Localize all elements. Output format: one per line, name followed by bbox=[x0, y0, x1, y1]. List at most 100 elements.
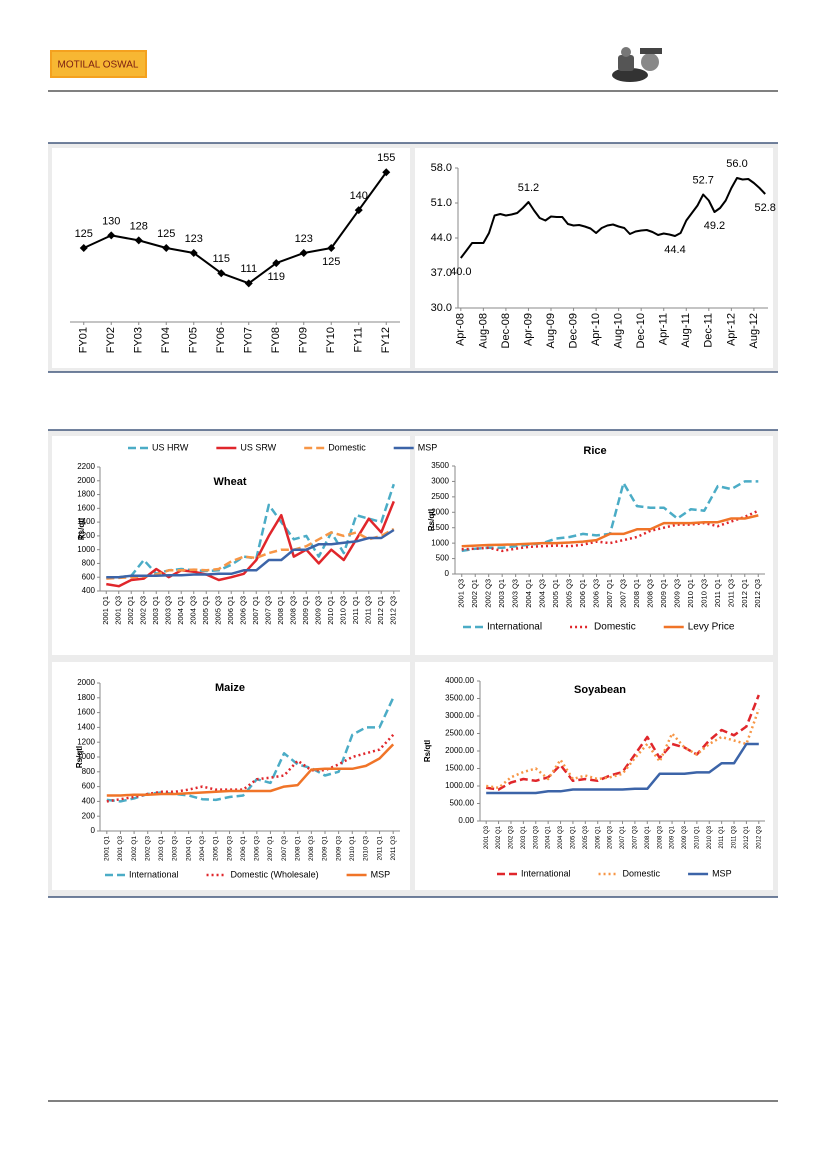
x-tick-label: Aug-11 bbox=[680, 313, 692, 348]
marker bbox=[299, 249, 308, 258]
series-line bbox=[486, 694, 760, 791]
x-tick-label: Apr-11 bbox=[658, 313, 670, 345]
series-line bbox=[461, 509, 759, 553]
x-tick-label: Dec-09 bbox=[567, 313, 579, 348]
data-label: 51.2 bbox=[518, 182, 539, 194]
y-tick-label: 800 bbox=[82, 767, 96, 776]
legend-label: Levy Price bbox=[688, 622, 735, 633]
panel bbox=[52, 662, 410, 890]
legend-label: Domestic (Wholesale) bbox=[231, 869, 319, 879]
legend-label: International bbox=[521, 868, 571, 878]
x-tick-label: 2012 Q1 bbox=[744, 825, 750, 849]
series-line bbox=[106, 733, 395, 803]
x-tick-label: FY10 bbox=[325, 327, 337, 353]
x-tick-label: 2005 Q1 bbox=[571, 825, 577, 849]
y-tick-label: 1000 bbox=[77, 545, 95, 554]
data-label: 125 bbox=[75, 228, 93, 240]
data-label: 56.0 bbox=[726, 158, 747, 170]
x-tick-label: 2006 Q1 bbox=[578, 579, 587, 608]
y-tick-label: 1400 bbox=[77, 517, 95, 526]
chart-title: Rice bbox=[583, 445, 606, 457]
y-tick-label: 1200 bbox=[77, 737, 95, 746]
x-tick-label: 2001 Q3 bbox=[484, 825, 490, 849]
x-tick-label: 2008 Q1 bbox=[632, 579, 641, 608]
legend-label: Domestic bbox=[594, 622, 636, 633]
y-tick-label: 1800 bbox=[77, 490, 95, 499]
y-tick-label: 1500.00 bbox=[445, 764, 474, 773]
series-line bbox=[106, 528, 395, 579]
marker bbox=[134, 236, 143, 245]
legend-label: International bbox=[129, 869, 179, 879]
data-label: 111 bbox=[240, 263, 257, 275]
y-tick-label: 2000 bbox=[77, 476, 95, 485]
x-tick-label: 2002 Q1 bbox=[470, 579, 479, 608]
panel bbox=[415, 662, 773, 890]
x-tick-label: 2008 Q1 bbox=[645, 825, 651, 849]
x-tick-label: 2010 Q3 bbox=[707, 825, 713, 849]
x-tick-label: 2008 Q1 bbox=[276, 596, 285, 625]
marker bbox=[354, 206, 363, 215]
x-tick-label: 2007 Q3 bbox=[632, 825, 638, 849]
x-tick-label: 2002 Q3 bbox=[139, 596, 148, 625]
y-axis-label: Rs/qtl bbox=[77, 518, 86, 540]
x-tick-label: Dec-10 bbox=[635, 313, 647, 348]
x-tick-label: 2003 Q3 bbox=[533, 825, 539, 849]
legend-label: US SRW bbox=[240, 442, 276, 452]
data-label: 115 bbox=[212, 253, 230, 265]
data-label: 140 bbox=[350, 190, 368, 202]
y-tick-label: 1000.00 bbox=[445, 781, 474, 790]
logo-inner bbox=[52, 52, 145, 76]
x-tick-label: 2005 Q1 bbox=[551, 579, 560, 608]
x-tick-label: FY05 bbox=[188, 327, 200, 353]
x-tick-label: 2005 Q3 bbox=[214, 596, 223, 625]
y-tick-label: 3500 bbox=[431, 461, 449, 470]
y-tick-label: 30.0 bbox=[431, 302, 452, 314]
y-tick-label: 2000.00 bbox=[445, 746, 474, 755]
x-tick-label: 2010 Q3 bbox=[339, 596, 348, 625]
x-tick-label: 2009 Q3 bbox=[314, 596, 323, 625]
x-tick-label: 2010 Q1 bbox=[349, 836, 356, 861]
data-label: 52.8 bbox=[754, 202, 775, 214]
marker bbox=[162, 243, 171, 252]
marker bbox=[382, 168, 391, 177]
x-tick-label: 2009 Q3 bbox=[682, 825, 688, 849]
x-tick-label: 2001 Q1 bbox=[104, 836, 111, 861]
y-tick-label: 600 bbox=[82, 782, 96, 791]
x-tick-label: 2011 Q3 bbox=[390, 836, 397, 861]
x-tick-label: 2008 Q3 bbox=[289, 596, 298, 625]
x-tick-label: 2004 Q3 bbox=[558, 825, 564, 849]
y-tick-label: 400 bbox=[82, 797, 96, 806]
x-tick-label: 2002 Q3 bbox=[144, 836, 151, 861]
y-tick-label: 200 bbox=[82, 811, 96, 820]
x-tick-label: 2007 Q3 bbox=[281, 836, 288, 861]
data-label: 119 bbox=[267, 271, 285, 283]
x-tick-label: 2011 Q1 bbox=[713, 579, 722, 607]
data-label: 155 bbox=[377, 152, 395, 164]
x-tick-label: 2010 Q1 bbox=[686, 579, 695, 608]
x-tick-label: 2011 Q3 bbox=[732, 825, 738, 848]
x-tick-label: 2004 Q3 bbox=[189, 596, 198, 625]
panel bbox=[52, 148, 410, 368]
x-tick-label: 2009 Q3 bbox=[672, 579, 681, 608]
marker bbox=[272, 259, 281, 268]
y-tick-label: 1000 bbox=[431, 538, 449, 547]
x-tick-label: 2003 Q3 bbox=[164, 596, 173, 625]
x-tick-label: 2007 Q1 bbox=[251, 596, 260, 625]
x-tick-label: Dec-11 bbox=[703, 313, 715, 348]
x-tick-label: 2009 Q1 bbox=[301, 596, 310, 625]
y-tick-label: 0 bbox=[91, 826, 96, 835]
x-tick-label: 2001 Q3 bbox=[114, 596, 123, 625]
y-tick-label: 2500 bbox=[431, 492, 449, 501]
x-tick-label: 2003 Q1 bbox=[151, 596, 160, 625]
series-line bbox=[461, 514, 759, 548]
marker bbox=[79, 243, 88, 252]
y-tick-label: 1000 bbox=[77, 752, 95, 761]
marker bbox=[189, 249, 198, 258]
x-tick-label: 2002 Q3 bbox=[509, 825, 515, 849]
y-tick-label: 400 bbox=[82, 586, 96, 595]
x-tick-label: Apr-10 bbox=[590, 313, 602, 346]
x-tick-label: FY09 bbox=[298, 327, 310, 353]
x-tick-label: 2005 Q1 bbox=[213, 836, 220, 861]
x-tick-label: 2009 Q1 bbox=[670, 825, 676, 849]
x-tick-label: Aug-10 bbox=[613, 313, 625, 348]
